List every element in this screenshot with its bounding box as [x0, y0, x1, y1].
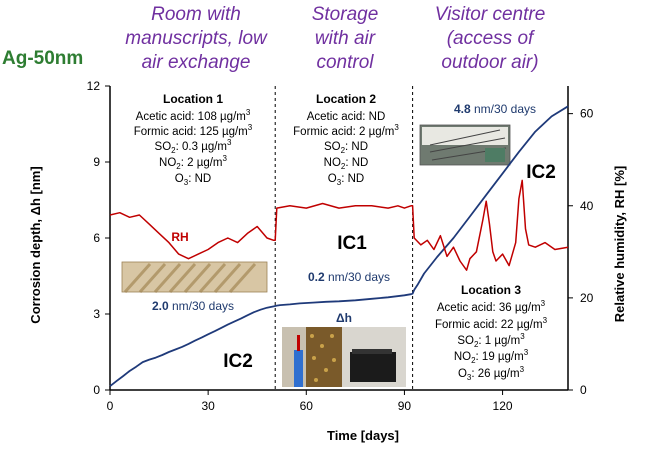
dh-series-label: Δh [336, 311, 352, 325]
zone-title-2-line-1: Storage [312, 4, 379, 25]
zone-title-1-line-3: air exchange [142, 52, 251, 73]
zone-title-2: Storage with air control [312, 4, 379, 73]
location-1-line: Formic acid: 125 µg/m3 [134, 123, 253, 138]
rate-label-zone-2: 0.2 nm/30 days [308, 270, 390, 284]
ic-label-zone-2: IC1 [337, 233, 367, 254]
x-tick-label: 30 [201, 399, 215, 413]
zone-title-2-line-3: control [316, 52, 374, 73]
photo-manuscripts [121, 261, 268, 293]
location-1-line: Acetic acid: 108 µg/m3 [136, 108, 251, 123]
zone-title-2-line-2: with air [315, 28, 376, 49]
location-3-line: Acetic acid: 36 µg/m3 [437, 299, 546, 314]
location-3-title: Location 3 [461, 283, 521, 297]
zone-title-1: Room with manuscripts, low air exchange [125, 4, 268, 73]
location-2-line: Acetic acid: ND [307, 111, 386, 123]
x-tick-label: 60 [300, 399, 314, 413]
y-tick-label: 9 [93, 155, 100, 169]
location-1-title: Location 1 [163, 92, 223, 106]
y2-tick-label: 40 [580, 199, 594, 213]
location-1-line: SO2: 0.3 µg/m3 [155, 138, 232, 155]
zone-title-3-line-2: (access of [447, 28, 535, 49]
location-3-box: Location 3 Acetic acid: 36 µg/m3 Formic … [435, 283, 548, 382]
corrosion-series-line [109, 105, 569, 387]
location-3-line: Formic acid: 22 µg/m3 [435, 316, 548, 331]
location-2-box: Location 2 Acetic acid: ND Formic acid: … [293, 92, 399, 187]
y2-tick-label: 0 [580, 383, 587, 397]
y-axis-label: Corrosion depth, Δh [nm] [28, 166, 43, 323]
zone-title-3-line-1: Visitor centre [435, 4, 546, 25]
sample-label: Ag-50nm [2, 48, 83, 69]
location-3-line: SO2: 1 µg/m3 [457, 332, 525, 349]
location-1-line: O3: ND [175, 173, 211, 187]
y2-tick-label: 20 [580, 291, 594, 305]
zone-title-1-line-1: Room with [151, 4, 241, 25]
zone-title-3-line-3: outdoor air) [441, 52, 538, 73]
rate-label-zone-1: 2.0 nm/30 days [152, 299, 234, 313]
y-tick-label: 3 [93, 307, 100, 321]
y-tick-label: 0 [93, 383, 100, 397]
location-2-line: O3: ND [328, 173, 364, 187]
location-2-title: Location 2 [316, 92, 376, 106]
photo-visitor-centre [419, 124, 511, 166]
y-tick-label: 6 [93, 231, 100, 245]
ic-label-zone-1: IC2 [223, 351, 253, 372]
rh-series-line [109, 179, 569, 271]
series-group [109, 105, 569, 387]
location-2-line: SO2: ND [324, 141, 368, 155]
x-tick-label: 120 [493, 399, 513, 413]
location-3-line: O3: 26 µg/m3 [458, 365, 525, 382]
zone-title-3: Visitor centre (access of outdoor air) [435, 4, 546, 73]
photo-storage [282, 327, 406, 387]
zone-title-1-line-2: manuscripts, low [125, 28, 268, 49]
y2-axis-label: Relative humidity, RH [%] [612, 166, 627, 323]
ic-label-zone-3: IC2 [526, 162, 556, 183]
x-tick-label: 90 [398, 399, 412, 413]
location-2-line: NO2: ND [324, 157, 369, 171]
location-2-line: Formic acid: 2 µg/m3 [293, 123, 399, 138]
y-tick-label: 12 [87, 79, 101, 93]
location-1-line: NO2: 2 µg/m3 [159, 154, 227, 171]
x-tick-label: 0 [107, 399, 114, 413]
y2-tick-label: 60 [580, 107, 594, 121]
location-1-box: Location 1 Acetic acid: 108 µg/m3 Formic… [134, 92, 253, 187]
rh-series-label: RH [171, 230, 188, 244]
location-3-line: NO2: 19 µg/m3 [454, 348, 529, 365]
x-axis-label: Time [days] [327, 428, 399, 443]
rate-label-zone-3: 4.8 nm/30 days [454, 102, 536, 116]
